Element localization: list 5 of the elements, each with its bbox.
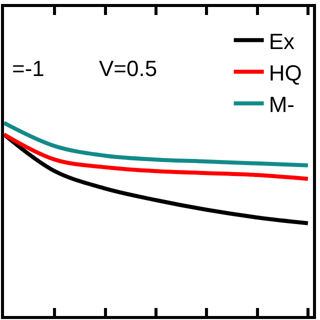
legend-label: HQ (268, 60, 302, 86)
text: V=0.5 (99, 56, 158, 81)
legend-label: Ex (268, 28, 295, 54)
legend-label: M- (268, 92, 294, 117)
text: =-1 (12, 56, 44, 81)
